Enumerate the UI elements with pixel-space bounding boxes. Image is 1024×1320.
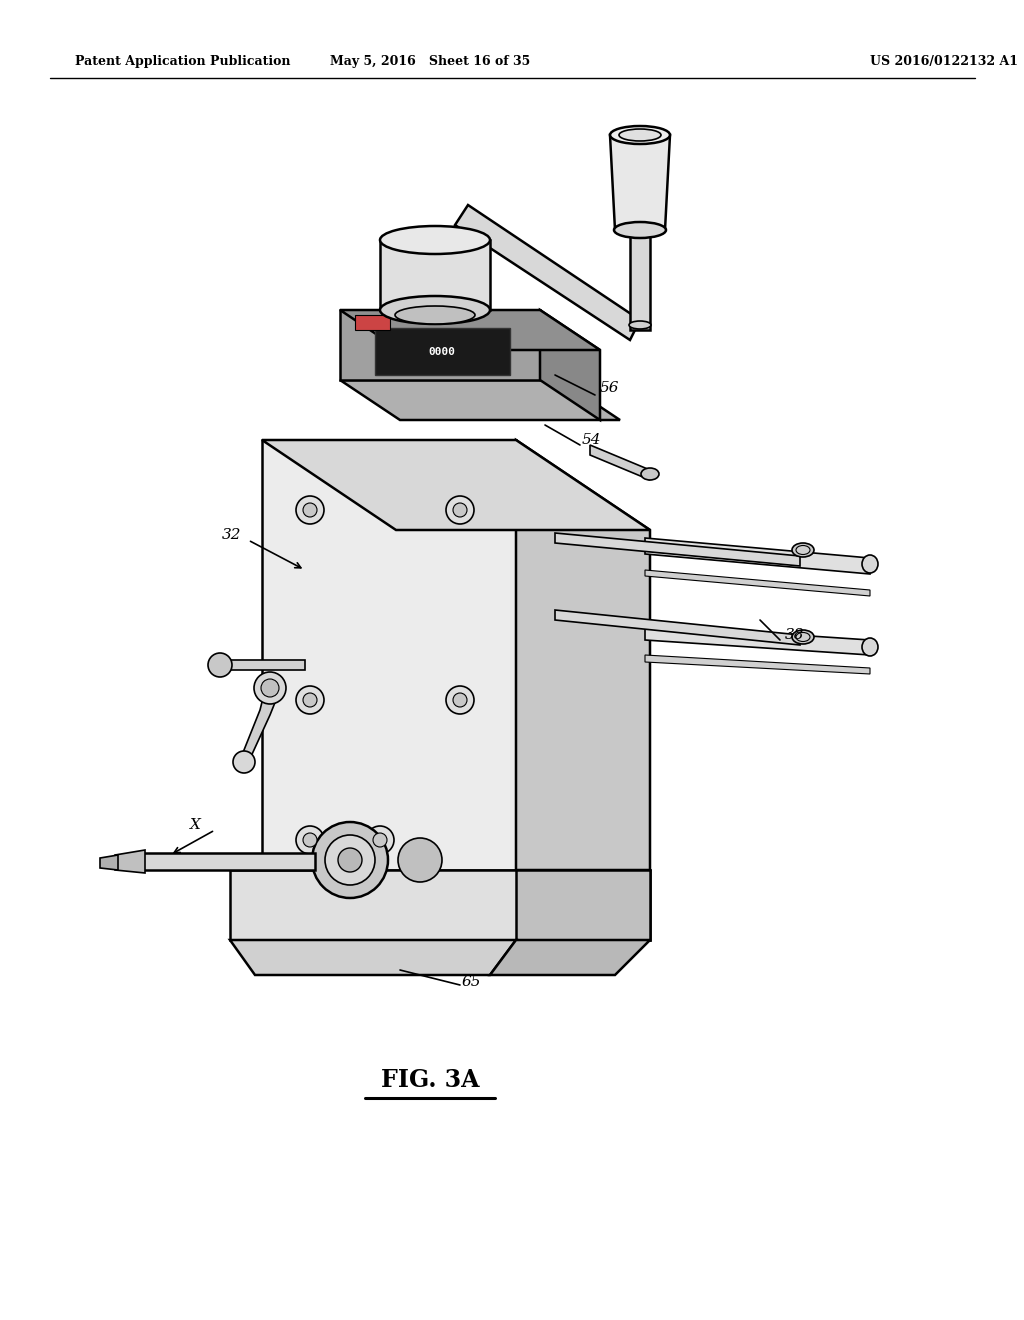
Circle shape (446, 496, 474, 524)
Circle shape (303, 503, 317, 517)
Circle shape (325, 836, 375, 884)
Polygon shape (375, 327, 510, 375)
Ellipse shape (792, 543, 814, 557)
Text: 32: 32 (222, 528, 242, 543)
Text: 54: 54 (582, 433, 601, 447)
Circle shape (303, 833, 317, 847)
Polygon shape (380, 240, 490, 310)
Polygon shape (262, 440, 650, 531)
Polygon shape (645, 655, 870, 675)
Circle shape (296, 826, 324, 854)
Circle shape (453, 503, 467, 517)
Polygon shape (140, 853, 315, 870)
Polygon shape (645, 624, 870, 655)
Polygon shape (220, 660, 305, 671)
Ellipse shape (395, 306, 475, 323)
Polygon shape (340, 310, 540, 380)
Polygon shape (240, 690, 278, 763)
Circle shape (453, 693, 467, 708)
Circle shape (233, 751, 255, 774)
Text: X: X (190, 818, 201, 832)
Circle shape (254, 672, 286, 704)
Polygon shape (115, 850, 145, 873)
Circle shape (398, 838, 442, 882)
Circle shape (261, 678, 279, 697)
Ellipse shape (614, 222, 666, 238)
Circle shape (303, 693, 317, 708)
Circle shape (312, 822, 388, 898)
Text: 56: 56 (600, 381, 620, 395)
Polygon shape (340, 380, 620, 420)
Ellipse shape (641, 469, 659, 480)
Ellipse shape (629, 321, 651, 329)
Text: 0000: 0000 (428, 347, 456, 356)
Ellipse shape (380, 296, 490, 323)
Polygon shape (340, 310, 600, 350)
Ellipse shape (796, 632, 810, 642)
Polygon shape (540, 310, 600, 420)
Polygon shape (516, 440, 650, 870)
Polygon shape (516, 870, 650, 940)
Ellipse shape (610, 125, 670, 144)
Polygon shape (610, 135, 670, 230)
Polygon shape (555, 533, 800, 566)
Text: 65: 65 (462, 975, 481, 989)
Polygon shape (630, 230, 650, 330)
Polygon shape (355, 315, 390, 330)
Ellipse shape (862, 638, 878, 656)
Circle shape (296, 686, 324, 714)
Text: FIG. 3A: FIG. 3A (381, 1068, 479, 1092)
Polygon shape (645, 539, 870, 574)
Circle shape (373, 833, 387, 847)
Text: 38: 38 (785, 628, 805, 642)
Polygon shape (645, 570, 870, 597)
Text: May 5, 2016   Sheet 16 of 35: May 5, 2016 Sheet 16 of 35 (330, 55, 530, 69)
Polygon shape (230, 940, 516, 975)
Text: Patent Application Publication: Patent Application Publication (75, 55, 291, 69)
Ellipse shape (792, 630, 814, 644)
Ellipse shape (796, 545, 810, 554)
Circle shape (338, 847, 362, 873)
Polygon shape (490, 940, 650, 975)
Polygon shape (230, 870, 650, 940)
Polygon shape (555, 610, 800, 645)
Ellipse shape (618, 129, 662, 141)
Polygon shape (100, 855, 118, 870)
Ellipse shape (380, 226, 490, 253)
Polygon shape (455, 205, 640, 341)
Polygon shape (590, 445, 650, 480)
Text: US 2016/0122132 A1: US 2016/0122132 A1 (870, 55, 1018, 69)
Circle shape (366, 826, 394, 854)
Circle shape (296, 496, 324, 524)
Circle shape (446, 686, 474, 714)
Polygon shape (262, 440, 516, 870)
Ellipse shape (862, 554, 878, 573)
Circle shape (208, 653, 232, 677)
